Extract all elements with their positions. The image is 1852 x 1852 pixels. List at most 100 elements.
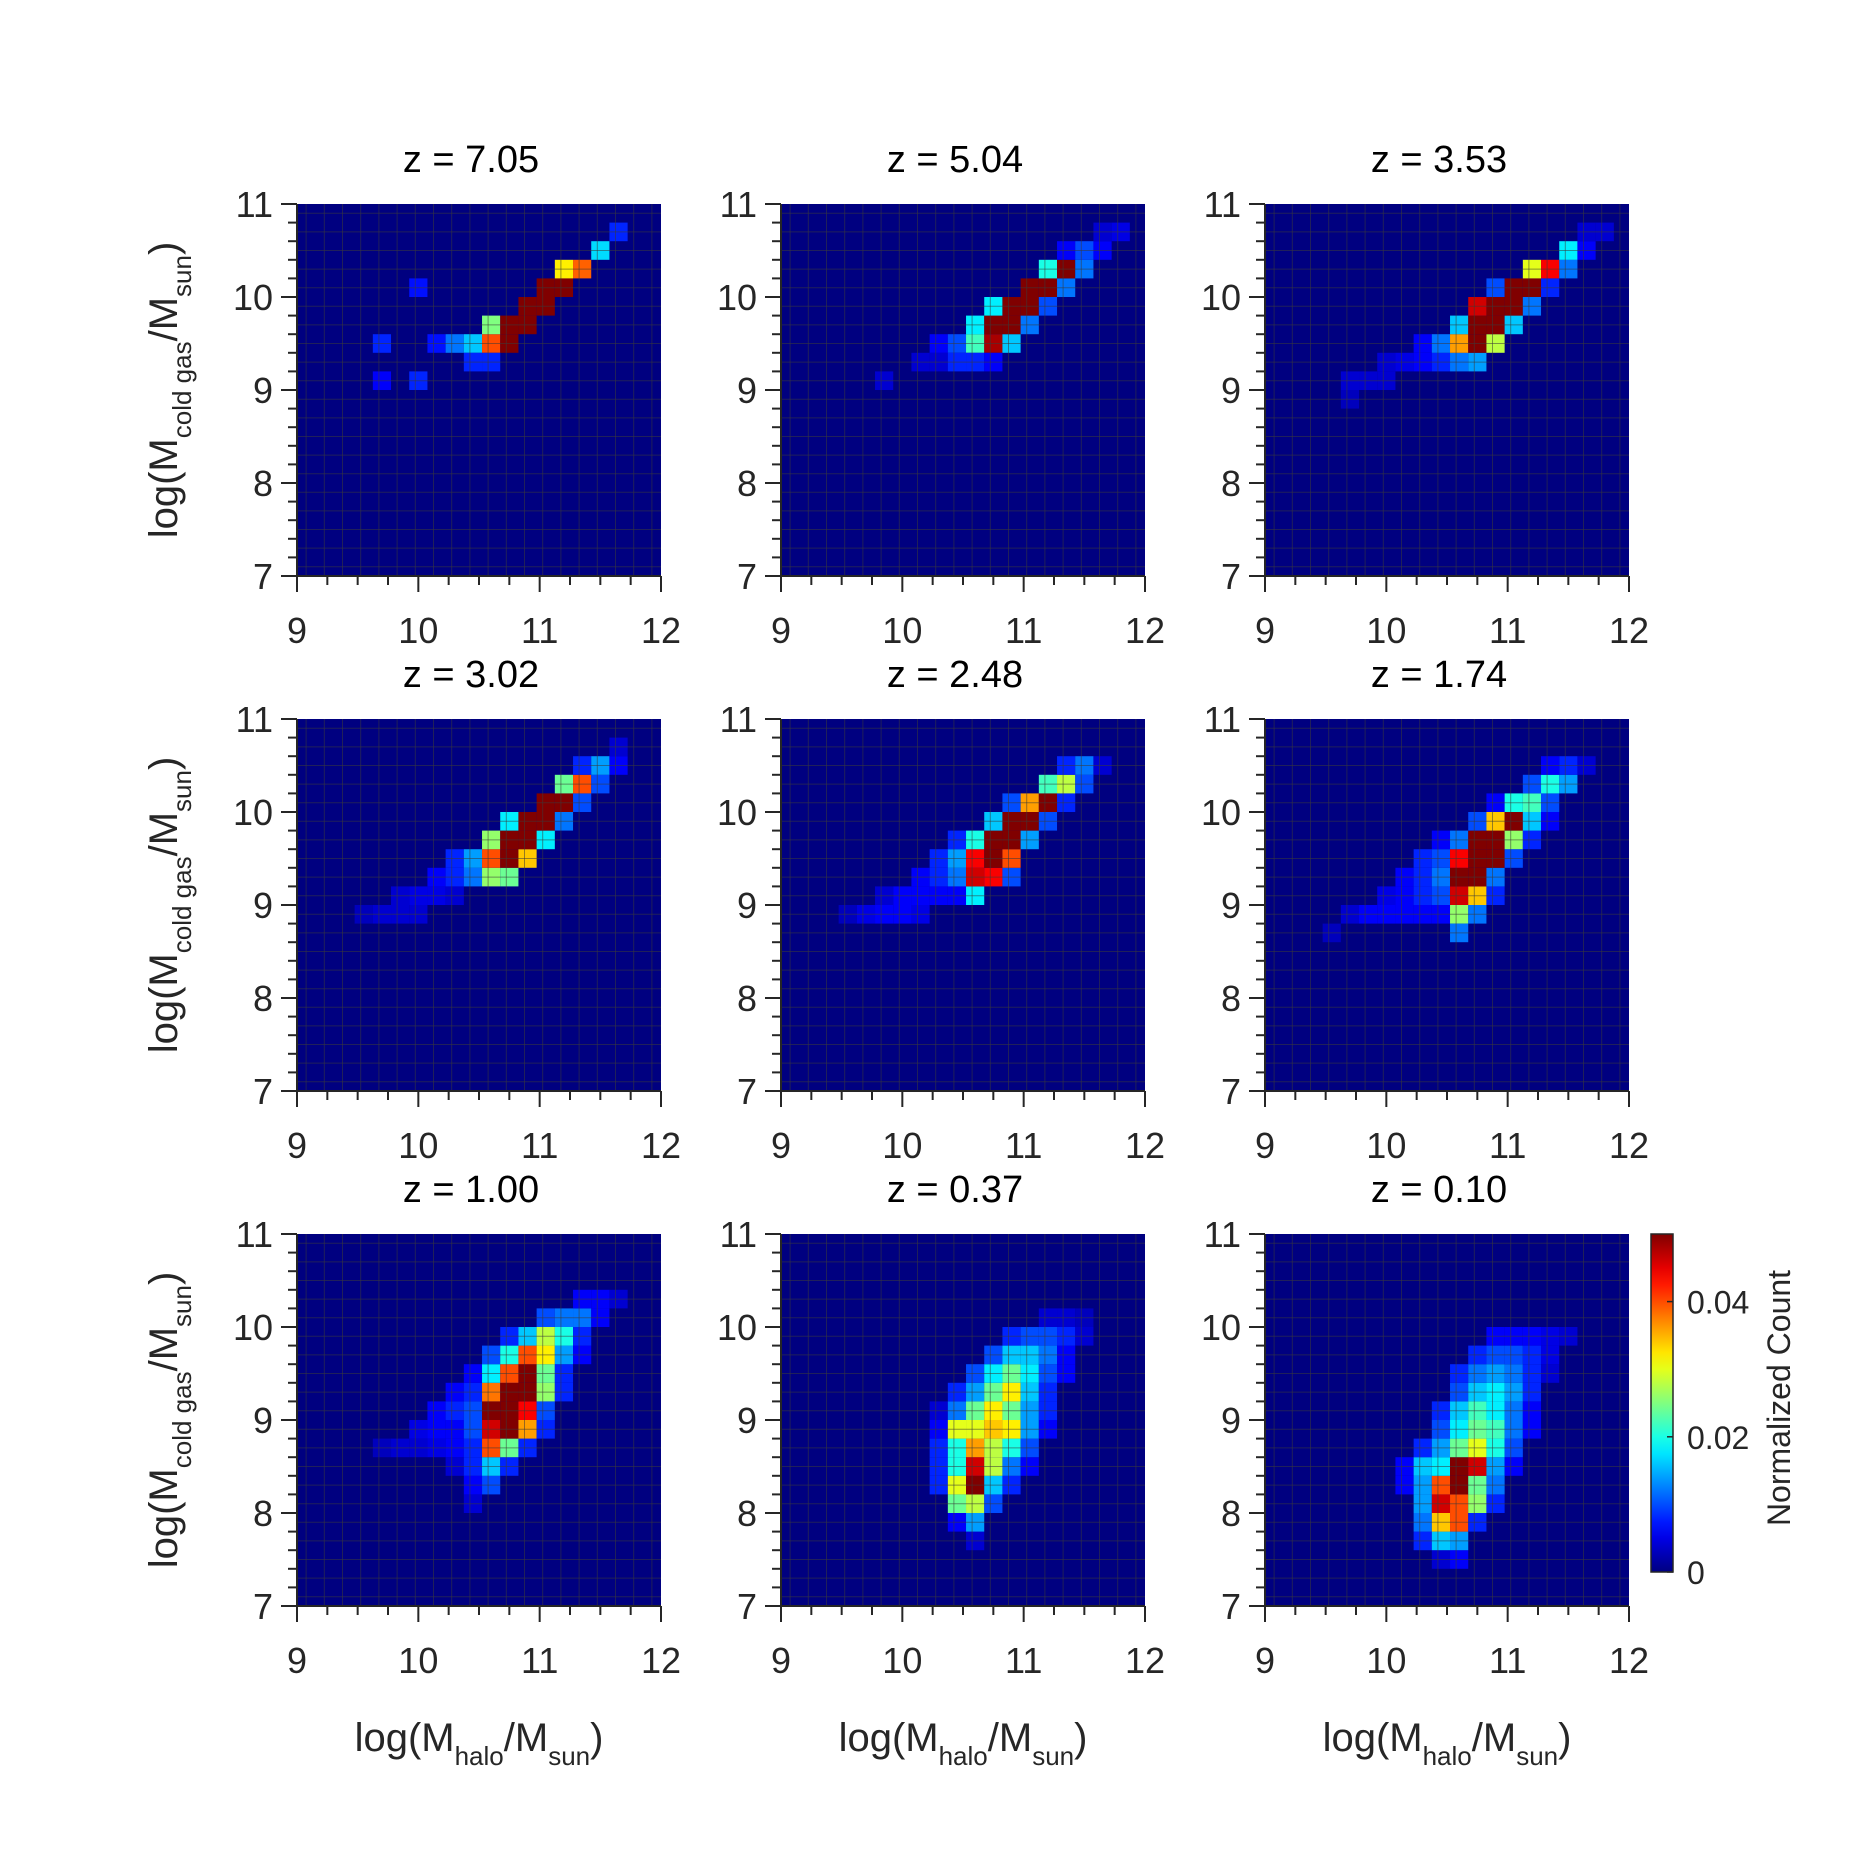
y-axis-label: log(Mcold gas/Msun) [142, 1272, 197, 1569]
x-tick-label: 12 [1125, 610, 1165, 651]
y-tick-label: 10 [233, 277, 273, 318]
x-tick-label: 12 [1125, 1640, 1165, 1681]
x-tick-label: 12 [1609, 1640, 1649, 1681]
panel-grid [297, 204, 661, 576]
y-tick-label: 10 [1201, 1307, 1241, 1348]
y-tick-label: 9 [253, 885, 273, 926]
axis-label-part: sun [167, 770, 197, 812]
x-tick-label: 11 [1005, 1125, 1042, 1166]
panel-title: z = 3.53 [1371, 139, 1507, 181]
y-tick-label: 11 [236, 1214, 273, 1255]
y-tick-label: 7 [253, 556, 273, 597]
y-tick-label: 10 [717, 792, 757, 833]
y-tick-label: 8 [737, 1493, 757, 1534]
x-tick-label: 9 [1255, 1640, 1275, 1681]
axis-label-part: log(M [142, 953, 186, 1053]
heatmap-panel: 9 10 11 12 7 8 9 10 11 z = 0.37 log(Mhalo/Msun) [717, 1169, 1165, 1771]
y-tick-label: 9 [737, 885, 757, 926]
x-tick-label: 9 [771, 610, 791, 651]
y-tick-label: 8 [253, 463, 273, 504]
x-tick-label: 11 [1489, 1640, 1526, 1681]
y-tick-label: 7 [253, 1071, 273, 1112]
x-tick-label: 12 [1609, 1125, 1649, 1166]
y-tick-label: 9 [253, 370, 273, 411]
axis-label-part: sun [548, 1741, 590, 1771]
axis-label-part: /M [988, 1716, 1032, 1760]
y-tick-label: 11 [236, 184, 273, 225]
axis-label-part: /M [142, 812, 186, 856]
x-tick-label: 9 [287, 610, 307, 651]
y-tick-label: 9 [737, 1400, 757, 1441]
axis-label-part: halo [1423, 1741, 1472, 1771]
x-tick-label: 9 [1255, 1125, 1275, 1166]
panel-title: z = 0.10 [1371, 1169, 1507, 1211]
axis-label-part: ) [142, 242, 186, 255]
y-tick-label: 10 [717, 1307, 757, 1348]
panel-grid [781, 204, 1145, 576]
y-tick-label: 11 [236, 699, 273, 740]
y-tick-label: 10 [233, 1307, 273, 1348]
x-tick-label: 10 [398, 610, 438, 651]
colorbar-gradient [1650, 1233, 1674, 1573]
axis-label-part: ) [1558, 1716, 1571, 1760]
panel-title: z = 0.37 [887, 1169, 1023, 1211]
x-tick-label: 9 [1255, 610, 1275, 651]
y-tick-label: 11 [1204, 1214, 1241, 1255]
x-tick-label: 12 [1125, 1125, 1165, 1166]
heatmap-panel: 9 10 11 12 7 8 9 10 11 z = 0.10 log(Mhalo/Msun) [1201, 1169, 1649, 1771]
panel-background [297, 204, 661, 576]
y-tick-label: 8 [253, 1493, 273, 1534]
panel-title: z = 1.00 [403, 1169, 539, 1211]
x-tick-label: 10 [1366, 1640, 1406, 1681]
y-tick-label: 7 [1221, 1586, 1241, 1627]
axis-label-part: ) [142, 757, 186, 770]
panel-grid [1265, 204, 1629, 576]
axis-label-part: ) [142, 1272, 186, 1285]
panel-grid [781, 1234, 1145, 1606]
y-tick-label: 8 [1221, 978, 1241, 1019]
y-tick-label: 7 [737, 1071, 757, 1112]
x-tick-label: 10 [398, 1125, 438, 1166]
x-axis-label: log(Mhalo/Msun) [1323, 1716, 1572, 1771]
axis-label-part: /M [1472, 1716, 1516, 1760]
axis-label-part: /M [142, 1327, 186, 1371]
y-tick-label: 7 [253, 1586, 273, 1627]
panel-title: z = 5.04 [887, 139, 1023, 181]
panel-grid [1265, 719, 1629, 1091]
axis-label-part: sun [1032, 1741, 1074, 1771]
y-tick-label: 10 [1201, 277, 1241, 318]
heatmap-panel: 9 10 11 12 7 8 9 10 11 z = 5.04 [717, 139, 1165, 651]
x-tick-label: 10 [1366, 1125, 1406, 1166]
y-tick-label: 7 [1221, 1071, 1241, 1112]
axis-label-part: log(M [839, 1716, 939, 1760]
panel-title: z = 7.05 [403, 139, 539, 181]
y-tick-label: 9 [253, 1400, 273, 1441]
x-axis-label: log(Mhalo/Msun) [839, 1716, 1088, 1771]
axis-label-part: cold gas [167, 1371, 197, 1468]
y-tick-label: 11 [720, 699, 757, 740]
axis-label-part: ) [1074, 1716, 1087, 1760]
panel-title: z = 2.48 [887, 654, 1023, 696]
axis-label-part: sun [1516, 1741, 1558, 1771]
colorbar-tick-label: 0 [1687, 1555, 1705, 1591]
y-tick-label: 7 [737, 556, 757, 597]
y-tick-label: 10 [717, 277, 757, 318]
y-tick-label: 11 [1204, 184, 1241, 225]
colorbar-tick-label: 0.02 [1687, 1420, 1749, 1456]
axis-label-part: sun [167, 255, 197, 297]
axis-label-part: cold gas [167, 856, 197, 953]
heatmap-panel: 9 10 11 12 7 8 9 10 11 z = 3.02 log(Mcold gas/Msun… [142, 654, 681, 1166]
y-axis-label: log(Mcold gas/Msun) [142, 242, 197, 539]
heatmap-panel: 9 10 11 12 7 8 9 10 11 z = 1.74 [1201, 654, 1649, 1166]
axis-label-part: /M [142, 297, 186, 341]
panel-grid [297, 1234, 661, 1606]
x-tick-label: 10 [882, 1640, 922, 1681]
y-tick-label: 11 [720, 1214, 757, 1255]
x-tick-label: 10 [398, 1640, 438, 1681]
colorbar-tick-label: 0.04 [1687, 1285, 1749, 1321]
x-tick-label: 11 [1005, 610, 1042, 651]
y-tick-label: 8 [253, 978, 273, 1019]
axis-label-part: /M [504, 1716, 548, 1760]
